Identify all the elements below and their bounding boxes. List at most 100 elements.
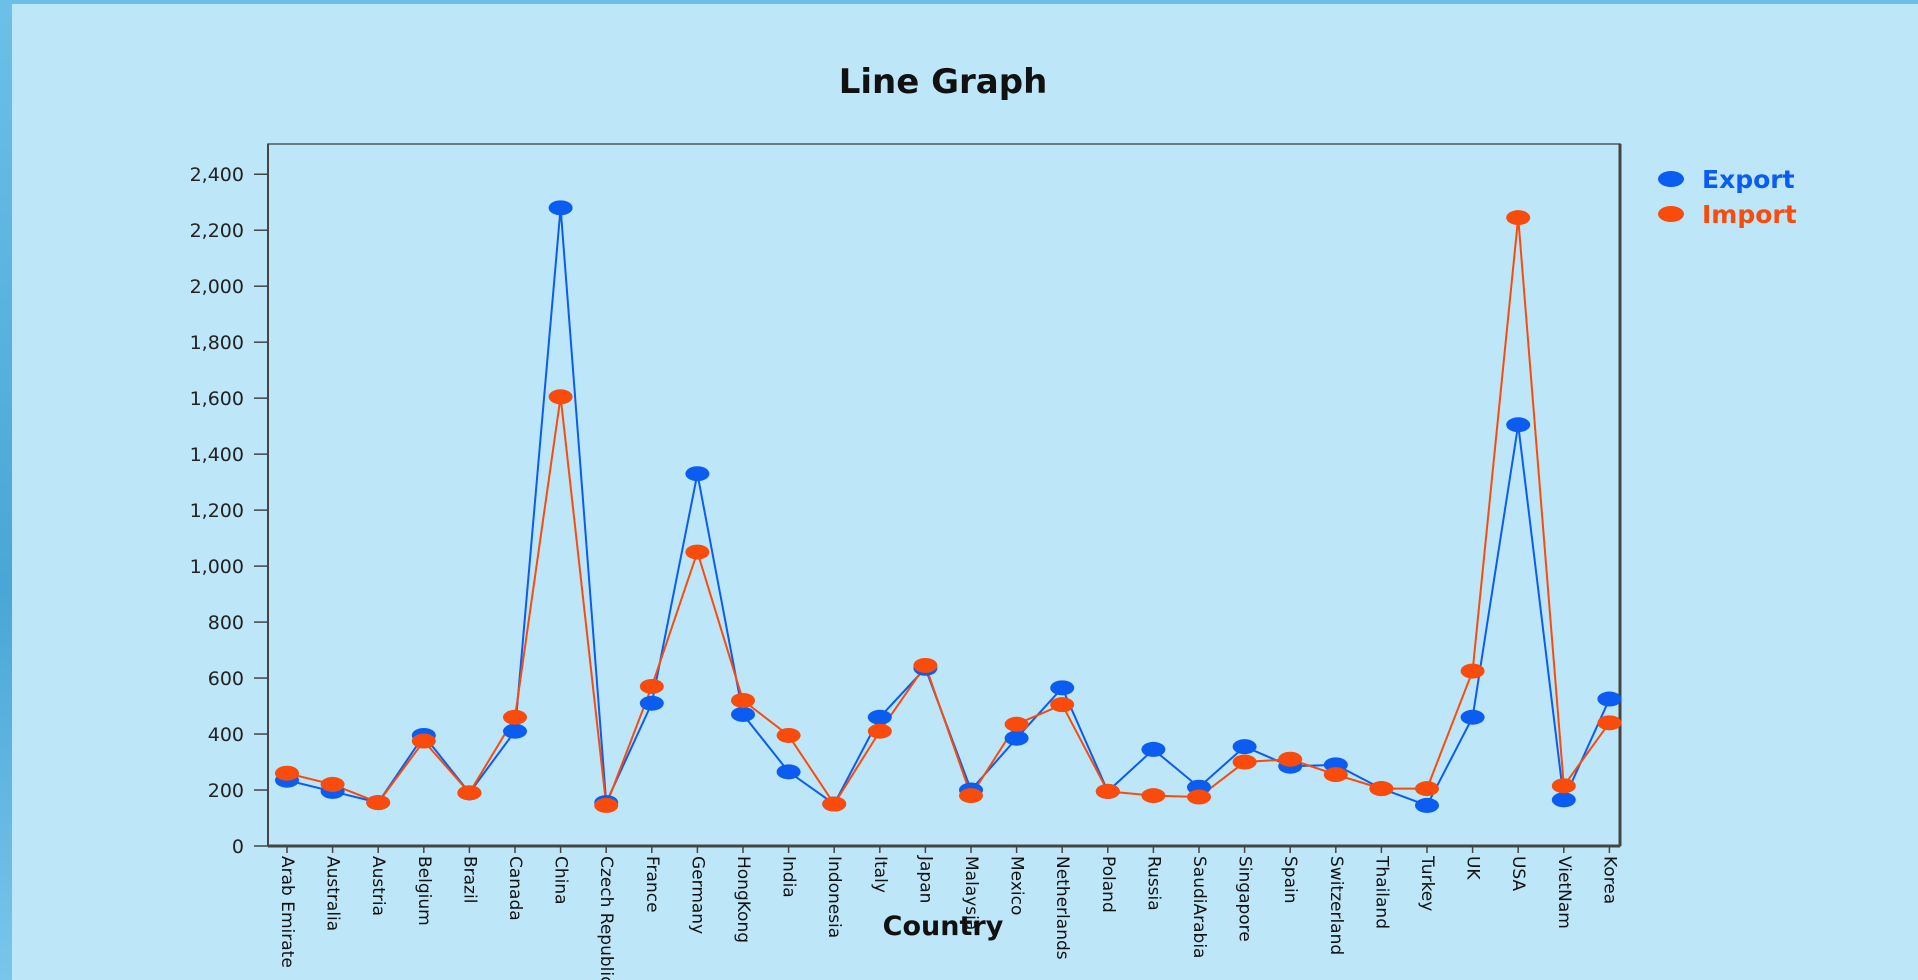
data-point-export bbox=[1050, 680, 1075, 696]
data-point-import bbox=[548, 389, 573, 405]
x-tick-label: Arab Emirate bbox=[277, 856, 297, 968]
x-tick-label: UK bbox=[1463, 856, 1483, 880]
y-tick-label: 1,600 bbox=[190, 388, 244, 410]
window-top-edge bbox=[0, 0, 1918, 4]
data-point-import bbox=[1232, 754, 1257, 770]
x-tick-label: VietNam bbox=[1554, 856, 1574, 929]
x-tick-label: HongKong bbox=[733, 856, 753, 943]
y-tick-label: 2,400 bbox=[190, 164, 244, 186]
data-point-import bbox=[1323, 767, 1348, 783]
x-tick-label: Australia bbox=[323, 856, 343, 931]
data-point-export bbox=[685, 466, 710, 482]
data-point-import bbox=[1415, 781, 1439, 797]
y-tick-label: 1,400 bbox=[190, 444, 244, 466]
data-point-import bbox=[913, 657, 938, 673]
data-point-export bbox=[1004, 730, 1029, 746]
data-point-import bbox=[639, 678, 664, 694]
x-tick-label: Germany bbox=[687, 856, 707, 934]
legend: Export Import bbox=[1658, 165, 1797, 229]
x-tick-label: China bbox=[551, 856, 571, 905]
data-point-import bbox=[457, 785, 482, 801]
x-tick-label: Switzerland bbox=[1326, 856, 1346, 955]
data-point-import bbox=[1369, 781, 1394, 797]
legend-label-export: Export bbox=[1702, 165, 1795, 194]
data-point-import bbox=[685, 544, 710, 560]
data-point-export bbox=[1415, 797, 1439, 813]
data-point-import bbox=[275, 765, 299, 781]
data-point-import bbox=[320, 776, 345, 792]
window-left-edge bbox=[0, 0, 12, 980]
y-tick-label: 1,000 bbox=[190, 556, 244, 578]
data-point-export bbox=[548, 200, 573, 216]
data-point-export bbox=[1506, 417, 1531, 433]
x-tick-label: USA bbox=[1508, 856, 1528, 892]
data-point-export bbox=[1551, 792, 1576, 808]
data-point-import bbox=[594, 797, 619, 813]
data-point-import bbox=[1004, 716, 1029, 732]
x-tick-label: Thailand bbox=[1371, 855, 1391, 929]
x-tick-label: SaudiArabia bbox=[1189, 856, 1209, 958]
data-point-export bbox=[867, 709, 892, 725]
data-point-import bbox=[822, 796, 847, 812]
plot-area: 0 200 400 600 800 1,000 1,200 1,400 1,600 1,800 2,… bbox=[190, 143, 1622, 980]
legend-marker-import bbox=[1658, 206, 1684, 222]
series-line-export bbox=[286, 207, 1611, 807]
y-tick-label: 1,200 bbox=[190, 500, 244, 522]
data-point-import bbox=[776, 727, 801, 743]
legend-label-import: Import bbox=[1702, 200, 1797, 229]
data-point-import bbox=[1506, 210, 1531, 226]
x-tick-label: Czech Republic bbox=[596, 856, 616, 980]
data-point-import bbox=[1095, 783, 1120, 799]
x-tick-label: Russia bbox=[1143, 856, 1163, 911]
data-point-export bbox=[776, 764, 801, 780]
x-tick-label: Canada bbox=[505, 856, 525, 921]
data-point-import bbox=[1597, 715, 1622, 731]
y-tick-label: 2,200 bbox=[190, 220, 244, 242]
y-tick-label: 0 bbox=[232, 836, 244, 858]
series-line-import bbox=[286, 217, 1611, 806]
x-tick-label: Netherlands bbox=[1052, 856, 1072, 960]
y-tick-label: 800 bbox=[208, 612, 244, 634]
y-tick-label: 2,000 bbox=[190, 276, 244, 298]
y-tick-label: 400 bbox=[208, 724, 244, 746]
data-point-import bbox=[366, 795, 391, 811]
x-tick-label: Turkey bbox=[1417, 855, 1437, 911]
x-axis-label: Country bbox=[883, 911, 1004, 942]
data-point-import bbox=[1187, 789, 1211, 805]
chart-title: Line Graph bbox=[839, 62, 1048, 102]
data-point-import bbox=[1278, 751, 1303, 767]
x-tick-label: Spain bbox=[1280, 856, 1300, 904]
data-point-import bbox=[867, 723, 892, 739]
data-point-import bbox=[1050, 697, 1075, 713]
y-tick-label: 200 bbox=[208, 780, 244, 802]
x-tick-label: Poland bbox=[1098, 856, 1118, 913]
x-tick-label: Singapore bbox=[1235, 856, 1255, 942]
data-point-import bbox=[1141, 788, 1166, 804]
x-tick-label: India bbox=[779, 856, 799, 898]
data-point-import bbox=[411, 733, 436, 749]
x-tick-label: Malaysia bbox=[961, 856, 981, 930]
x-tick-label: Korea bbox=[1599, 856, 1619, 904]
plot-frame bbox=[267, 143, 1621, 847]
x-tick-label: Brazil bbox=[459, 856, 479, 903]
x-tick-label: Indonesia bbox=[824, 856, 844, 938]
y-tick-label: 1,800 bbox=[190, 332, 244, 354]
data-point-export bbox=[731, 706, 755, 722]
data-point-export bbox=[1232, 739, 1257, 755]
data-point-import bbox=[503, 709, 527, 725]
data-point-import bbox=[1460, 663, 1485, 679]
x-tick-label: France bbox=[642, 856, 662, 913]
y-tick-label: 600 bbox=[208, 668, 244, 690]
legend-marker-export bbox=[1658, 171, 1684, 187]
data-point-export bbox=[1597, 691, 1622, 707]
data-point-export bbox=[1141, 741, 1166, 757]
x-tick-label: Japan bbox=[915, 855, 935, 903]
x-tick-label: Italy bbox=[870, 856, 890, 893]
data-point-import bbox=[1551, 778, 1576, 794]
data-point-import bbox=[731, 692, 755, 708]
data-point-export bbox=[503, 723, 527, 739]
x-tick-label: Mexico bbox=[1007, 856, 1027, 915]
data-point-export bbox=[639, 695, 664, 711]
x-tick-label: Austria bbox=[368, 856, 388, 916]
